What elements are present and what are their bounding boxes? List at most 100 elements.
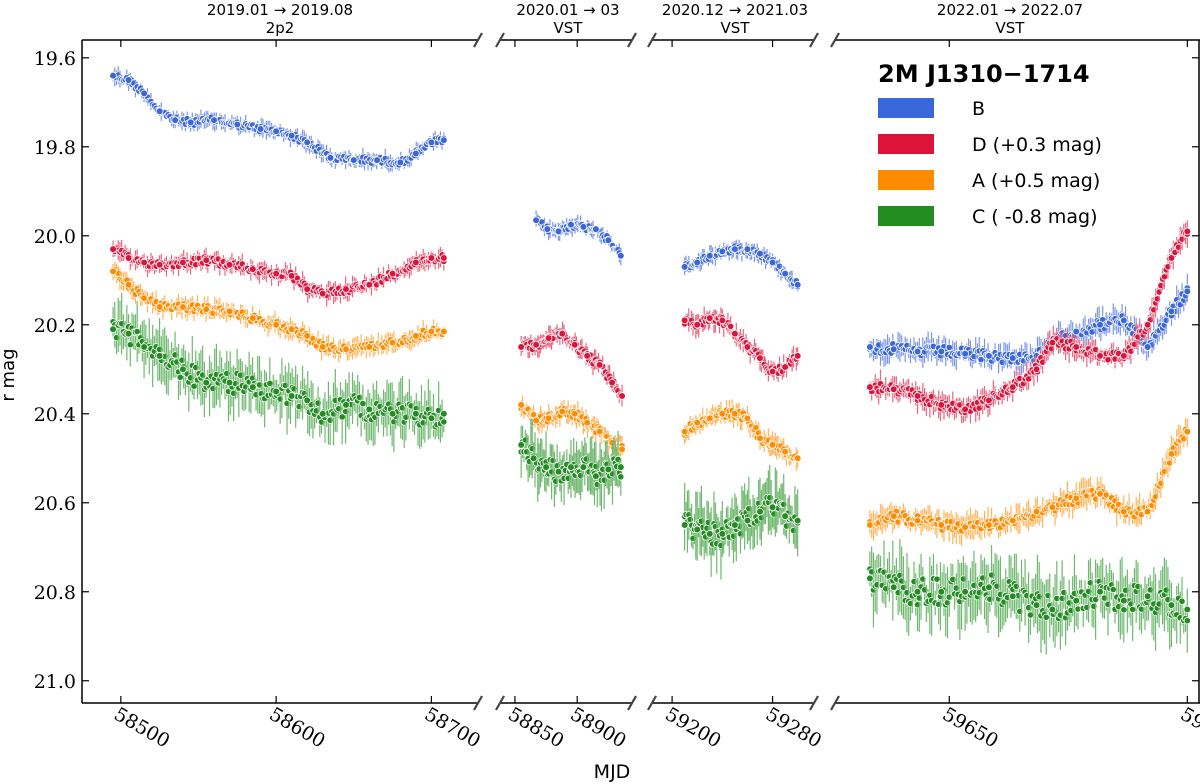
data-point-c	[768, 503, 777, 512]
y-tick-label: 20.4	[34, 404, 76, 426]
point-b	[977, 356, 985, 364]
data-point-d	[1032, 365, 1041, 374]
data-point-a	[718, 409, 727, 418]
data-point-c	[680, 521, 689, 529]
data-point-c	[517, 441, 525, 449]
data-point-c	[1120, 596, 1128, 605]
data-point-c	[1167, 601, 1176, 609]
data-point-d	[140, 258, 148, 267]
data-point-c	[1143, 592, 1152, 601]
x-tick-label: 58850	[504, 703, 567, 752]
data-point-b	[440, 136, 448, 144]
data-point-a	[618, 445, 626, 454]
data-point-c	[793, 516, 802, 525]
data-point-a	[1096, 490, 1104, 498]
legend-label-a: A (+0.5 mag)	[972, 170, 1100, 192]
data-point-a	[558, 407, 567, 416]
data-point-d	[1008, 383, 1017, 391]
data-point-d	[272, 269, 280, 278]
data-point-d	[558, 329, 567, 338]
data-point-a	[532, 416, 540, 425]
data-point-d	[937, 401, 946, 409]
data-point-b	[396, 158, 405, 167]
y-tick-label: 20.6	[34, 493, 76, 515]
y-tick-label: 19.6	[34, 48, 76, 70]
data-point-c	[365, 405, 374, 414]
data-point-d	[1167, 254, 1176, 262]
panel-3-top-label-1: 2020.12 → 2021.03	[662, 1, 808, 19]
data-point-b	[349, 156, 358, 164]
data-point-a	[595, 427, 604, 436]
data-point-b	[889, 345, 898, 354]
data-point-a	[583, 418, 591, 427]
data-point-b	[155, 107, 164, 115]
data-point-c	[743, 516, 752, 525]
data-point-b	[731, 245, 739, 253]
data-point-a	[249, 314, 257, 322]
data-point-b	[287, 131, 296, 140]
data-point-d	[781, 363, 789, 371]
point-c	[1129, 605, 1137, 614]
data-point-d	[179, 258, 187, 267]
data-point-c	[342, 401, 350, 409]
data-point-a	[793, 454, 802, 463]
data-point-d	[731, 329, 739, 338]
data-point-a	[961, 523, 969, 532]
data-point-c	[1032, 601, 1041, 609]
data-point-b	[680, 263, 689, 271]
point-c	[617, 473, 625, 481]
data-point-d	[618, 392, 626, 400]
data-point-b	[592, 225, 600, 233]
data-point-a	[412, 332, 420, 340]
data-point-b	[532, 216, 540, 225]
legend-label-c: C ( -0.8 mag)	[972, 206, 1098, 228]
x-tick-label: 58700	[421, 703, 484, 752]
data-point-b	[256, 125, 265, 133]
data-point-b	[543, 225, 552, 233]
data-point-d	[544, 334, 553, 342]
data-point-b	[705, 252, 714, 260]
data-point-a	[680, 427, 689, 436]
data-point-d	[1120, 352, 1128, 360]
point-d	[727, 322, 735, 331]
data-point-d	[427, 254, 436, 262]
data-point-a	[570, 409, 579, 418]
data-point-d	[412, 258, 420, 267]
data-point-c	[889, 583, 898, 592]
data-point-d	[318, 289, 327, 298]
data-point-c	[913, 587, 922, 596]
data-point-b	[567, 220, 575, 229]
data-point-a	[693, 418, 702, 427]
data-point-a	[1143, 507, 1152, 516]
data-point-b	[124, 76, 133, 84]
data-point-d	[608, 378, 616, 387]
data-point-c	[109, 325, 117, 334]
data-point-c	[287, 392, 296, 400]
data-point-c	[318, 409, 327, 418]
data-point-c	[124, 329, 133, 338]
legend-swatch-a	[878, 170, 934, 190]
data-point-d	[583, 352, 591, 360]
data-point-b	[616, 252, 625, 260]
data-point-c	[1072, 596, 1081, 605]
data-point-d	[768, 367, 777, 376]
point-c	[359, 399, 367, 408]
y-tick-label: 19.8	[34, 137, 76, 159]
data-point-c	[272, 387, 280, 396]
data-point-c	[1183, 605, 1192, 614]
point-c	[133, 327, 141, 336]
x-tick-label: 58500	[110, 703, 173, 752]
data-point-c	[427, 414, 436, 423]
data-point-a	[109, 267, 117, 276]
data-point-d	[249, 265, 257, 273]
data-point-c	[705, 530, 714, 538]
data-point-d	[1183, 227, 1192, 236]
panel-2-top-label-1: 2020.01 → 03	[516, 1, 619, 19]
data-point-b	[303, 138, 311, 147]
data-point-a	[781, 447, 789, 456]
data-point-a	[1048, 503, 1057, 512]
data-point-a	[1120, 507, 1128, 516]
data-point-c	[202, 378, 211, 387]
data-point-c	[303, 396, 311, 405]
